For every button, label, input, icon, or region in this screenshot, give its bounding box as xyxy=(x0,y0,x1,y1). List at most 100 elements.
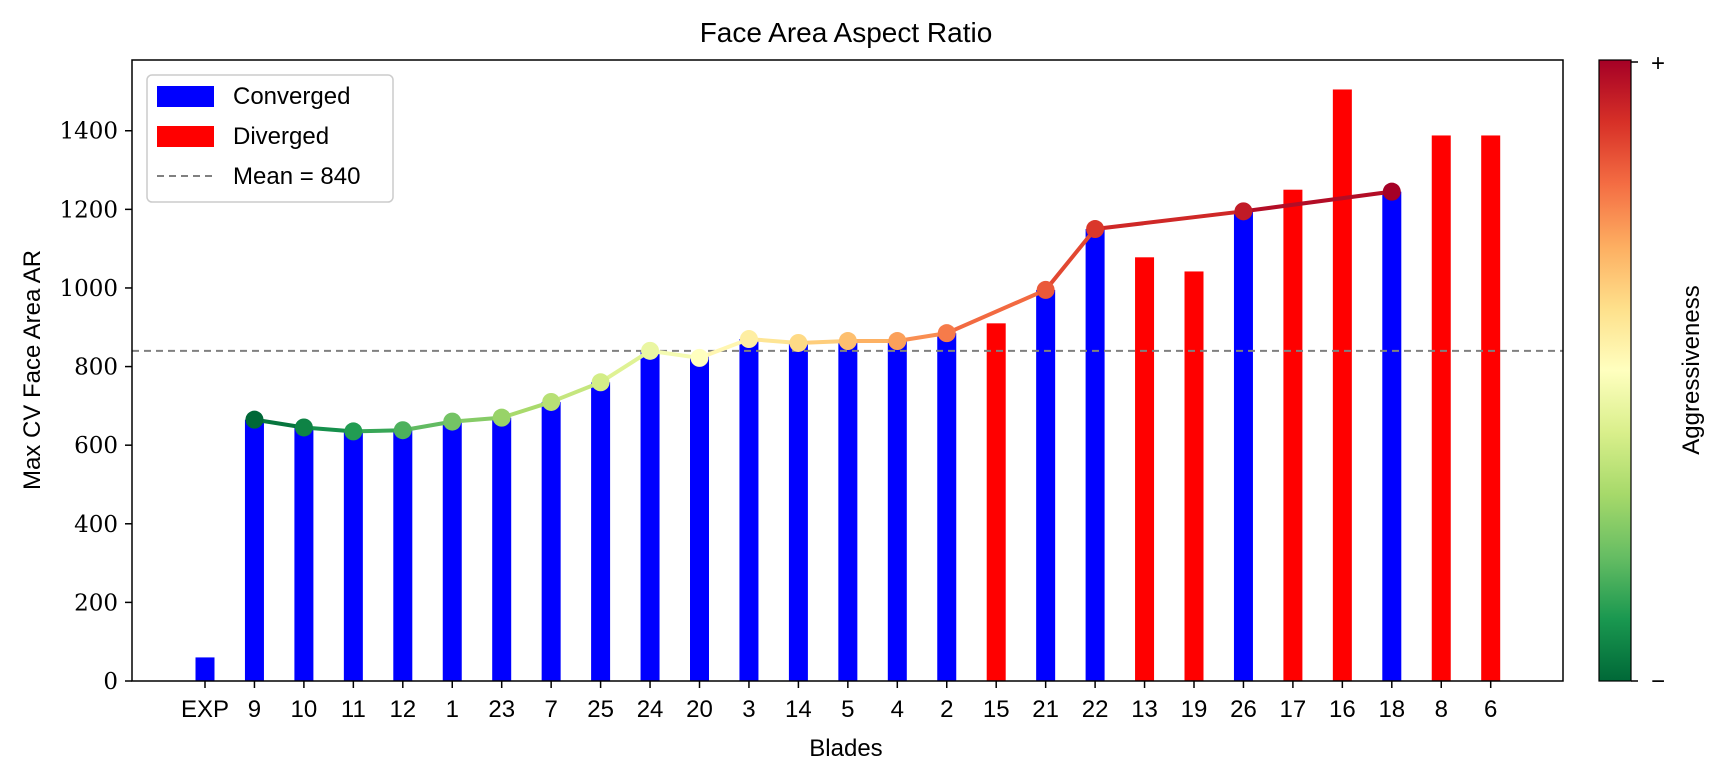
bar-4 xyxy=(887,341,907,681)
colorbar-top-label: + xyxy=(1651,50,1665,77)
y-tick-label-1200: 1200 xyxy=(59,197,118,223)
aggressiveness-line xyxy=(245,182,1401,441)
bar-3 xyxy=(739,339,759,681)
aggressiveness-point-23 xyxy=(492,408,511,427)
x-tick-label-17: 17 xyxy=(1280,696,1307,723)
legend-swatch-converged xyxy=(157,86,214,107)
x-tick-label-21: 21 xyxy=(1032,696,1059,723)
bar-13 xyxy=(1135,257,1155,681)
aggressiveness-point-2 xyxy=(937,324,956,343)
bar-6 xyxy=(1481,135,1501,682)
y-tick-label-1000: 1000 xyxy=(59,276,118,302)
x-tick-label-15: 15 xyxy=(983,696,1010,723)
aggressiveness-point-4 xyxy=(888,332,907,351)
x-tick-label-13: 13 xyxy=(1131,696,1158,723)
chart-title: Face Area Aspect Ratio xyxy=(700,17,993,48)
bar-18 xyxy=(1382,191,1402,681)
bar-11 xyxy=(343,431,363,681)
x-tick-label-11: 11 xyxy=(341,696,366,723)
aggressiveness-point-5 xyxy=(838,332,857,351)
bar-23 xyxy=(492,417,512,681)
aggressiveness-point-20 xyxy=(690,348,709,367)
legend-label-converged: Converged xyxy=(233,83,350,110)
bar-21 xyxy=(1036,289,1056,681)
aggressiveness-point-3 xyxy=(739,330,758,349)
legend-swatch-diverged xyxy=(157,126,214,147)
x-tick-label-20: 20 xyxy=(686,696,713,723)
aggressiveness-point-24 xyxy=(641,341,660,360)
x-tick-label-24: 24 xyxy=(637,696,664,723)
aggressiveness-point-14 xyxy=(789,333,808,352)
x-tick-label-25: 25 xyxy=(587,696,614,723)
x-tick-label-26: 26 xyxy=(1230,696,1257,723)
aggressiveness-point-7 xyxy=(542,392,561,411)
aggressiveness-segment-2-21 xyxy=(944,287,1048,336)
bar-15 xyxy=(986,323,1006,681)
x-axis: EXP 9 10 11 12 1 23 7 25 24 20 3 14 5 4 2 15 21 22 13 19 26 17… xyxy=(181,681,1497,723)
bar-25 xyxy=(591,382,611,681)
y-tick-label-1400: 1400 xyxy=(59,119,118,145)
x-tick-label-23: 23 xyxy=(488,696,515,723)
aggressiveness-point-18 xyxy=(1382,182,1401,201)
x-tick-label-5: 5 xyxy=(841,696,854,723)
x-tick-label-1: 1 xyxy=(446,696,459,723)
x-tick-label-9: 9 xyxy=(248,696,261,723)
bar-20 xyxy=(690,356,709,681)
x-tick-label-12: 12 xyxy=(389,696,416,723)
y-tick-label-200: 200 xyxy=(74,590,118,616)
bar-2 xyxy=(937,333,957,681)
bar-8 xyxy=(1431,135,1451,682)
aggressiveness-point-12 xyxy=(393,421,412,440)
bar-1 xyxy=(442,421,462,681)
aggressiveness-point-26 xyxy=(1234,202,1253,221)
legend-label-diverged: Diverged xyxy=(233,123,329,150)
bar-22 xyxy=(1085,229,1105,681)
aggressiveness-point-21 xyxy=(1036,280,1055,299)
x-tick-label-19: 19 xyxy=(1181,696,1208,723)
colorbar-gradient xyxy=(1598,59,1632,682)
colorbar-label: Aggressiveness xyxy=(1678,285,1705,454)
y-tick-label-800: 800 xyxy=(74,355,118,381)
bar-7 xyxy=(541,401,561,681)
bar-19 xyxy=(1184,271,1204,681)
x-tick-label-22: 22 xyxy=(1082,696,1109,723)
aggressiveness-point-9 xyxy=(245,410,264,429)
y-tick-label-600: 600 xyxy=(74,433,118,459)
x-tick-label-4: 4 xyxy=(891,696,904,723)
colorbar-bottom-label: − xyxy=(1651,668,1665,695)
bar-10 xyxy=(294,427,314,681)
aggressiveness-point-10 xyxy=(294,418,313,437)
legend: Converged Diverged Mean = 840 xyxy=(146,74,394,203)
bar-17 xyxy=(1283,189,1303,682)
aggressiveness-point-1 xyxy=(443,412,462,431)
colorbar: + − Aggressiveness xyxy=(1598,50,1705,695)
x-tick-label-10: 10 xyxy=(291,696,318,723)
x-axis-label: Blades xyxy=(809,735,882,762)
bar-12 xyxy=(393,430,413,681)
aggressiveness-segment-26-18 xyxy=(1241,189,1394,214)
x-tick-label-3: 3 xyxy=(742,696,755,723)
bar-5 xyxy=(838,341,858,681)
bar-group xyxy=(195,89,1501,682)
aggressiveness-segment-21-22 xyxy=(1043,227,1098,292)
bar-24 xyxy=(640,350,660,681)
y-tick-label-400: 400 xyxy=(74,512,118,538)
y-axis-label: Max CV Face Area AR xyxy=(19,250,46,490)
aggressiveness-point-22 xyxy=(1086,220,1105,239)
legend-label-mean: Mean = 840 xyxy=(233,163,360,190)
x-tick-label-18: 18 xyxy=(1378,696,1405,723)
x-tick-label-8: 8 xyxy=(1435,696,1448,723)
aggressiveness-segment-22-26 xyxy=(1093,209,1246,232)
x-tick-label-2: 2 xyxy=(940,696,953,723)
y-tick-label-0: 0 xyxy=(103,669,118,695)
bar-16 xyxy=(1332,89,1352,682)
bar-14 xyxy=(788,342,808,681)
aggressiveness-point-25 xyxy=(591,373,610,392)
y-axis: 0 200 400 600 800 1000 1200 1400 xyxy=(59,119,132,695)
aggressiveness-segment-25-24 xyxy=(598,348,653,385)
bar-EXP xyxy=(195,657,215,681)
x-tick-label-6: 6 xyxy=(1484,696,1497,723)
x-tick-label-16: 16 xyxy=(1329,696,1356,723)
x-tick-label-14: 14 xyxy=(785,696,812,723)
